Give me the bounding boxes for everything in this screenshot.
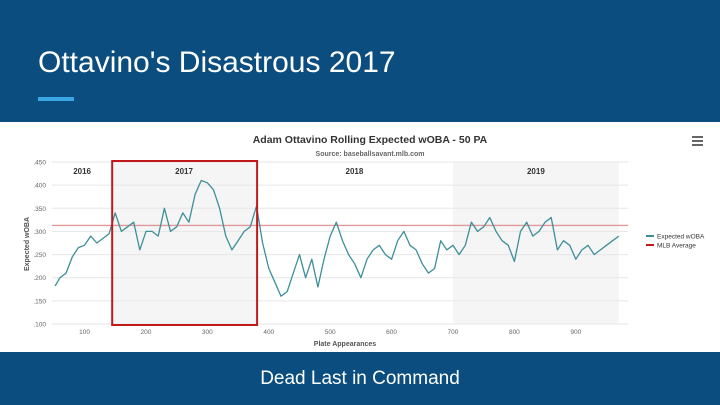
series-layer	[54, 179, 620, 297]
footer-banner	[0, 352, 720, 405]
x-tick-label: 900	[570, 329, 581, 336]
season-label-2016: 2016	[73, 167, 91, 176]
highlight-layer	[111, 160, 259, 326]
y-tick-label: .250	[33, 252, 46, 259]
chart-title: Adam Ottavino Rolling Expected wOBA - 50…	[253, 134, 488, 146]
y-axis-title: Expected wOBA	[24, 217, 31, 271]
hamburger-menu-icon[interactable]	[692, 136, 703, 146]
x-tick-label: 400	[263, 329, 274, 336]
x-tick-label: 300	[202, 329, 213, 336]
y-tick-label: .300	[33, 229, 46, 236]
y-tick-label: .200	[33, 275, 46, 282]
title-banner	[0, 0, 720, 122]
y-tick-label: .150	[33, 298, 46, 305]
axis-labels: 2016 2017 2018 2019 .100 .150 .200 .250 .300 .350…	[33, 160, 581, 337]
title-accent-bar	[38, 97, 74, 101]
y-tick-label: .400	[33, 183, 46, 190]
season-band-2017	[112, 162, 256, 324]
season-backgrounds	[112, 162, 619, 324]
y-tick-label: .100	[33, 322, 46, 329]
season-label-2017: 2017	[175, 167, 193, 176]
x-tick-label: 600	[386, 329, 397, 336]
x-axis-title: Plate Appearances	[314, 341, 376, 348]
season-label-2018: 2018	[346, 167, 364, 176]
highlight-box-2017	[111, 160, 259, 326]
season-band-2019	[452, 162, 619, 324]
legend-label-expected-woba: Expected wOBA	[657, 234, 705, 241]
chart-subtitle: Source: baseballsavant.mlb.com	[316, 151, 425, 158]
x-tick-label: 100	[79, 329, 90, 336]
season-label-2019: 2019	[527, 167, 545, 176]
x-tick-label: 800	[509, 329, 520, 336]
y-tick-label: .450	[33, 160, 46, 167]
legend-label-mlb-average: MLB Average	[657, 243, 696, 250]
legend: Expected wOBA MLB Average	[646, 234, 705, 250]
slide-title: Ottavino's Disastrous 2017	[38, 46, 396, 79]
x-tick-label: 700	[448, 329, 459, 336]
expected-woba-line	[54, 179, 620, 297]
chart-container: 2016 2017 2018 2019 .100 .150 .200 .250 .300 .350…	[0, 122, 720, 352]
slide-subtitle: Dead Last in Command	[260, 368, 460, 389]
x-tick-label: 200	[141, 329, 152, 336]
xwoba-line-chart: 2016 2017 2018 2019 .100 .150 .200 .250 .300 .350…	[24, 134, 705, 348]
y-tick-label: .350	[33, 206, 46, 213]
x-tick-label: 500	[325, 329, 336, 336]
